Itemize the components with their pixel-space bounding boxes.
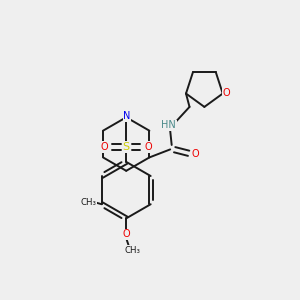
Text: O: O <box>223 88 230 98</box>
Text: O: O <box>144 142 152 152</box>
Text: S: S <box>123 142 130 152</box>
Text: O: O <box>100 142 108 152</box>
Text: O: O <box>122 230 130 239</box>
Text: N: N <box>123 111 130 122</box>
Text: HN: HN <box>161 120 176 130</box>
Text: O: O <box>192 149 199 160</box>
Text: CH₃: CH₃ <box>125 246 141 255</box>
Text: CH₃: CH₃ <box>80 198 96 207</box>
